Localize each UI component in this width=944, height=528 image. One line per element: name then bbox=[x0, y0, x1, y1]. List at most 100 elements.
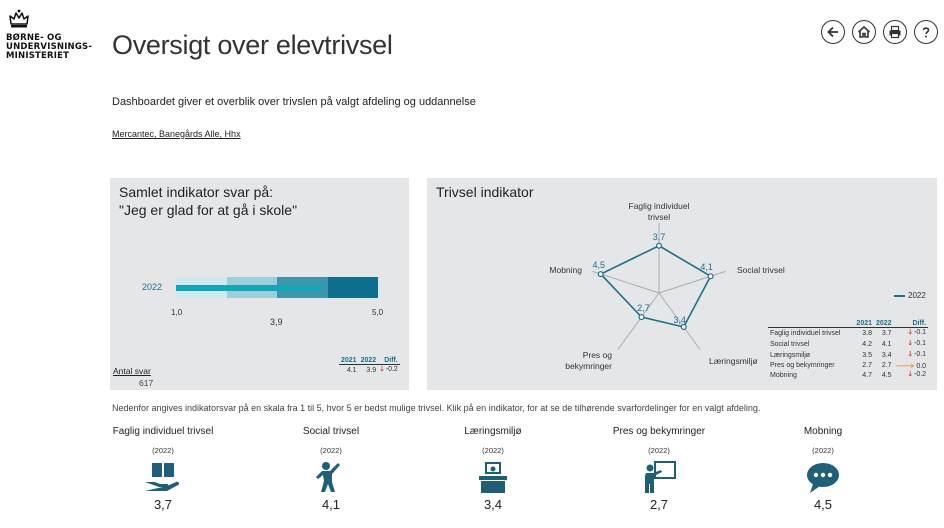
scale-min-label: 1,0 bbox=[171, 308, 183, 317]
indicator-year: (2022) bbox=[648, 446, 670, 455]
cell-2021: 4.2 bbox=[862, 341, 872, 348]
indicator-name: Mobning bbox=[803, 426, 843, 437]
ministry-logo: BØRNE- OG UNDERVISNINGS- MINISTERIET bbox=[6, 8, 106, 61]
cell-diff: 🡓 -0.1 bbox=[894, 350, 928, 361]
radar-series-2022 bbox=[599, 244, 712, 328]
cell-name: Faglig individuel trivsel bbox=[770, 330, 841, 337]
help-icon bbox=[922, 27, 930, 38]
radar-axis-label: Pres og bbox=[583, 350, 613, 360]
radar-point bbox=[707, 273, 714, 280]
cell-name: Mobning bbox=[770, 372, 797, 379]
indicator-name: Pres og bekymringer bbox=[612, 426, 706, 437]
indicator-mobning[interactable]: Mobning (2022) 4,5 bbox=[748, 426, 898, 512]
cell-2022: 3.9 bbox=[366, 367, 377, 374]
cell-2021: 3.8 bbox=[862, 330, 872, 337]
table-row: Social trivsel 4.2 4.1 🡓 -0.1 bbox=[768, 339, 928, 350]
overall-indicator-title: Samlet indikator svar på: "Jeg er glad f… bbox=[119, 183, 297, 219]
col-2021: 2021 bbox=[854, 320, 874, 328]
radar-point bbox=[638, 314, 645, 321]
indicator-value: 3,4 bbox=[483, 497, 503, 512]
cell-diff: 🡒 0.0 bbox=[894, 361, 928, 370]
cell-name: Pres og bekymringer bbox=[770, 362, 835, 369]
indicator-laeringsmiljo[interactable]: Læringsmiljø (2022) 3,4 bbox=[418, 426, 568, 512]
radar-axis-label: Læringsmiljø bbox=[709, 356, 758, 366]
down-arrow-icon: 🡓 bbox=[380, 366, 384, 373]
help-button[interactable] bbox=[914, 20, 938, 44]
response-count-label: Antal svar bbox=[113, 366, 151, 376]
table-row: Læringsmiljø 3.5 3.4 🡓 -0.1 bbox=[768, 350, 928, 361]
cell-diff: 🡓 -0.2 bbox=[378, 365, 400, 377]
col-2021: 2021 bbox=[339, 357, 359, 365]
indicator-value: 4,5 bbox=[813, 497, 833, 512]
down-arrow-icon: 🡓 bbox=[908, 340, 913, 347]
indicator-year: (2022) bbox=[812, 446, 834, 455]
indicator-year: (2022) bbox=[152, 446, 174, 455]
cell-2022: 2.7 bbox=[881, 362, 892, 369]
cell-2021: 2.7 bbox=[862, 362, 872, 369]
page-title: Oversigt over elevtrivsel bbox=[112, 30, 393, 60]
cell-2021: 3.5 bbox=[862, 352, 872, 359]
indicator-comparison-table: 2021 2022 Diff. Faglig individuel trivse… bbox=[768, 320, 929, 381]
indicator-pres[interactable]: Pres og bekymringer (2022) 2,7 bbox=[584, 426, 734, 512]
indicator-value: 3,7 bbox=[153, 497, 173, 512]
cell-name: Læringsmiljø bbox=[770, 352, 811, 359]
cell-2022: 3.4 bbox=[881, 352, 892, 359]
print-button[interactable] bbox=[883, 20, 907, 44]
right-arrow-icon: 🡒 bbox=[895, 363, 915, 370]
overall-title-line1: Samlet indikator svar på: bbox=[119, 184, 274, 200]
cell-name: Social trivsel bbox=[770, 341, 810, 348]
desk-student-icon bbox=[479, 462, 507, 493]
down-arrow-icon: 🡓 bbox=[908, 329, 913, 336]
dashboard-description: Dashboardet giver et overblik over trivs… bbox=[112, 96, 476, 108]
book-hand-icon bbox=[145, 463, 180, 491]
radar-value-label: 3,4 bbox=[673, 315, 686, 325]
indicator-name: Social trivsel bbox=[302, 426, 360, 437]
radar-point bbox=[680, 323, 687, 330]
scale-note: Nedenfor angives indikatorsvar på en ska… bbox=[112, 403, 761, 413]
radar-value-label: 4,5 bbox=[592, 260, 605, 270]
indicator-value: 2,7 bbox=[649, 497, 669, 512]
scale-max-label: 5,0 bbox=[372, 308, 384, 317]
radar-axis-label: Faglig individuel bbox=[629, 201, 690, 211]
indicator-faglig[interactable]: Faglig individuel trivsel (2022) 3,7 bbox=[88, 426, 238, 512]
cell-diff: 🡓 -0.1 bbox=[894, 339, 928, 350]
diff-value: -0.1 bbox=[913, 329, 927, 336]
radar-spoke bbox=[658, 292, 701, 350]
cell-diff: 🡓 -0.1 bbox=[894, 328, 928, 340]
selected-unit-link[interactable]: Mercantec, Banegårds Alle, Hhx bbox=[112, 129, 241, 139]
down-arrow-icon: 🡓 bbox=[908, 351, 913, 358]
back-button[interactable] bbox=[821, 20, 845, 44]
radar-axis-label: Social trivsel bbox=[737, 265, 785, 275]
radar-axis-label: trivsel bbox=[648, 212, 670, 222]
radar-axis-label: Mobning bbox=[549, 265, 582, 275]
cell-2021: 4.1 bbox=[346, 367, 357, 374]
overall-indicator-panel: Samlet indikator svar på: "Jeg er glad f… bbox=[110, 178, 409, 390]
overall-comparison-table: 2021 2022 Diff. 4.1 3.9 🡓 -0.2 bbox=[339, 357, 400, 376]
col-diff: Diff. bbox=[378, 357, 400, 365]
speech-bubble-icon bbox=[807, 463, 839, 493]
radar-legend: 2022 bbox=[894, 291, 926, 300]
scale-value-label: 3,9 bbox=[270, 317, 283, 327]
logo-text: BØRNE- OG UNDERVISNINGS- MINISTERIET bbox=[6, 33, 93, 61]
scale-band-4 bbox=[327, 277, 378, 298]
indicator-year: (2022) bbox=[320, 446, 342, 455]
home-button[interactable] bbox=[852, 20, 876, 44]
indicator-name: Læringsmiljø bbox=[464, 426, 522, 437]
down-arrow-icon: 🡓 bbox=[908, 371, 913, 378]
table-row: Pres og bekymringer 2.7 2.7 🡒 0.0 bbox=[768, 361, 928, 370]
wellbeing-radar-panel: Trivsel indikator 3,7 4,1 3,4 2,7 4,5 Faglig … bbox=[427, 178, 937, 390]
diff-value: -0.1 bbox=[913, 351, 927, 358]
radar-axis-label: bekymringer bbox=[565, 361, 612, 371]
overall-title-line2: "Jeg er glad for at gå i skole" bbox=[119, 202, 298, 218]
cell-2022: 4.5 bbox=[881, 372, 892, 379]
nav-buttons bbox=[821, 20, 938, 44]
col-diff: Diff. bbox=[893, 320, 929, 328]
radar-point bbox=[597, 271, 604, 278]
cell-2021: 4.7 bbox=[862, 372, 872, 379]
radar-value-label: 3,7 bbox=[653, 232, 666, 242]
teacher-board-icon bbox=[645, 461, 676, 493]
value-marker bbox=[176, 285, 323, 291]
indicator-social[interactable]: Social trivsel (2022) 4,1 bbox=[256, 426, 406, 512]
cell-2022: 4.1 bbox=[881, 341, 892, 348]
